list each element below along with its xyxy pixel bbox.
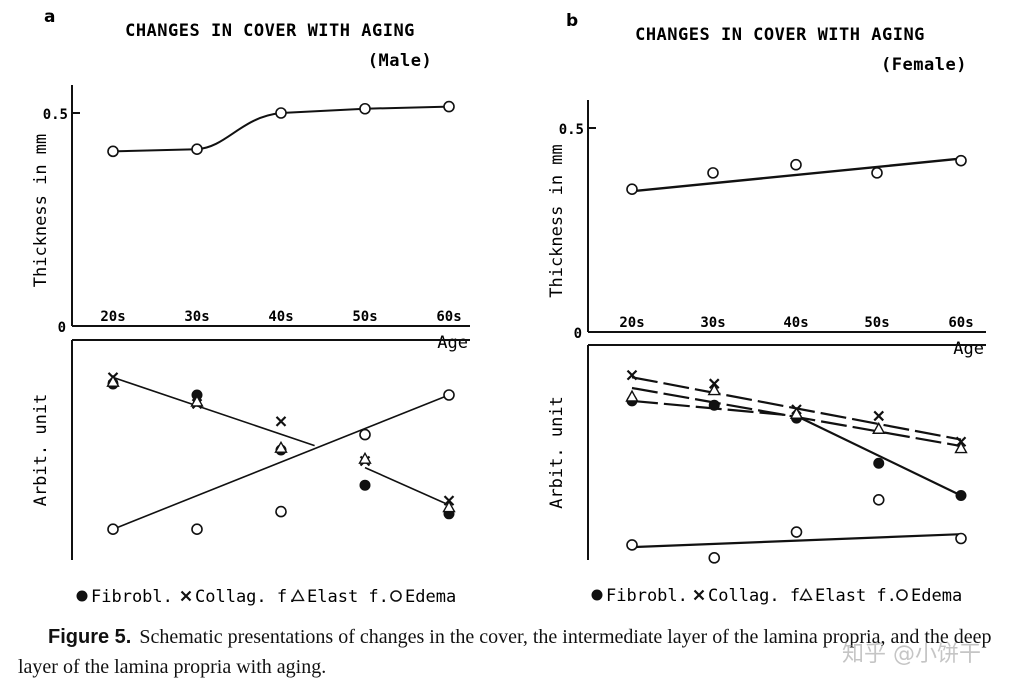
panel-a: a CHANGES IN COVER WITH AGING (Male) 0 0.5 Th… [31, 7, 470, 607]
data-point-collag-f [626, 369, 638, 381]
x-tick-label: 30s [184, 309, 209, 325]
x-tick-label: 20s [100, 309, 125, 325]
thickness-point [359, 102, 371, 115]
x-tick-label: 30s [700, 315, 725, 331]
legend-label: Fibrobl. [606, 586, 688, 606]
legend-label: Edema [911, 586, 962, 606]
thickness-point [707, 167, 719, 179]
y-tick-label: 0 [58, 320, 66, 336]
x-tick-label: 20s [619, 315, 644, 331]
data-point-edema [872, 493, 885, 506]
data-point-fibrobl [359, 479, 371, 491]
y-tick-label: 0.5 [43, 107, 68, 123]
data-point-elast-f [442, 500, 456, 513]
legend-symbol [180, 590, 192, 602]
chart-title: CHANGES IN COVER WITH AGING [125, 21, 415, 41]
data-point-edema [955, 532, 967, 545]
data-point-edema [790, 526, 803, 538]
data-point-edema [443, 389, 455, 401]
thickness-point [191, 143, 203, 156]
legend-symbol [76, 590, 88, 602]
legend-symbol [693, 589, 705, 601]
watermark-text: 知乎 @小饼干 [842, 642, 981, 667]
x-axis-label: Age [437, 333, 468, 353]
data-point-elast-f [707, 383, 721, 396]
data-point-edema [275, 505, 287, 518]
y-tick-label: 0 [574, 326, 582, 342]
data-point-fibrobl [955, 490, 967, 501]
x-tick-label: 50s [864, 315, 889, 331]
panel-letter: a [44, 7, 55, 27]
legend-symbol [291, 589, 305, 602]
thickness-point [871, 167, 883, 179]
data-point-elast-f [954, 441, 968, 454]
y-axis-label-top: Thickness in mm [547, 144, 567, 298]
legend-symbol [390, 590, 402, 602]
data-point-fibrobl [708, 399, 720, 411]
data-point-elast-f [789, 406, 804, 419]
data-point-edema [107, 523, 119, 536]
data-point-collag-f [873, 410, 885, 422]
x-tick-label: 60s [436, 309, 461, 325]
legend-label: Fibrobl. [91, 587, 173, 607]
legend-symbol [799, 588, 813, 601]
data-point-fibrobl [873, 457, 885, 469]
thickness-point [790, 158, 802, 171]
data-point-elast-f [625, 389, 639, 402]
thickness-point [955, 154, 967, 167]
legend-label: Collag. f. [195, 587, 297, 607]
x-tick-label: 50s [352, 309, 377, 325]
thickness-point [275, 107, 287, 119]
data-point-edema [708, 552, 721, 564]
data-point-edema [359, 428, 371, 441]
thickness-fit-line [631, 157, 962, 193]
data-point-edema [191, 523, 203, 536]
trend-line [112, 394, 450, 530]
data-point-elast-f [872, 421, 886, 434]
trend-line [112, 376, 315, 447]
panel-b: b CHANGES IN COVER WITH AGING (Female) 0 0.5… [547, 11, 986, 606]
data-point-collag-f [275, 416, 287, 427]
legend-label: Edema [405, 587, 456, 607]
x-axis-label: Age [953, 339, 984, 359]
chart-subtitle: (Female) [881, 55, 967, 75]
legend-label: Collag. f. [708, 586, 810, 606]
legend-symbol [591, 589, 603, 601]
x-tick-label: 40s [783, 315, 808, 331]
caption-text: Schematic presentations of changes in th… [18, 626, 992, 678]
figure-caption: Figure 5. Schematic presentations of chan… [18, 622, 1018, 682]
x-tick-label: 40s [268, 309, 293, 325]
data-point-edema [626, 539, 638, 551]
chart-subtitle: (Male) [368, 51, 432, 71]
legend-label: Elast f. [815, 586, 897, 606]
legend-symbol [896, 589, 908, 601]
x-tick-label: 60s [948, 315, 973, 331]
thickness-point [626, 183, 638, 195]
data-point-elast-f [190, 394, 204, 407]
trend-line [796, 414, 962, 497]
y-axis-label-bottom: Arbit. unit [31, 394, 51, 507]
y-axis-label-bottom: Arbit. unit [547, 396, 567, 509]
data-point-elast-f [106, 374, 120, 387]
trend-line [631, 533, 962, 549]
trend-line [364, 466, 450, 506]
panel-letter: b [566, 11, 578, 31]
legend-label: Elast f. [307, 587, 389, 607]
data-point-elast-f [358, 451, 372, 464]
thickness-point [107, 145, 119, 158]
y-tick-label: 0.5 [559, 122, 584, 138]
y-axis-label-top: Thickness in mm [31, 134, 51, 288]
thickness-point [443, 100, 455, 113]
chart-title: CHANGES IN COVER WITH AGING [635, 25, 925, 45]
caption-label: Figure 5. [48, 626, 132, 648]
data-point-elast-f [274, 440, 288, 453]
